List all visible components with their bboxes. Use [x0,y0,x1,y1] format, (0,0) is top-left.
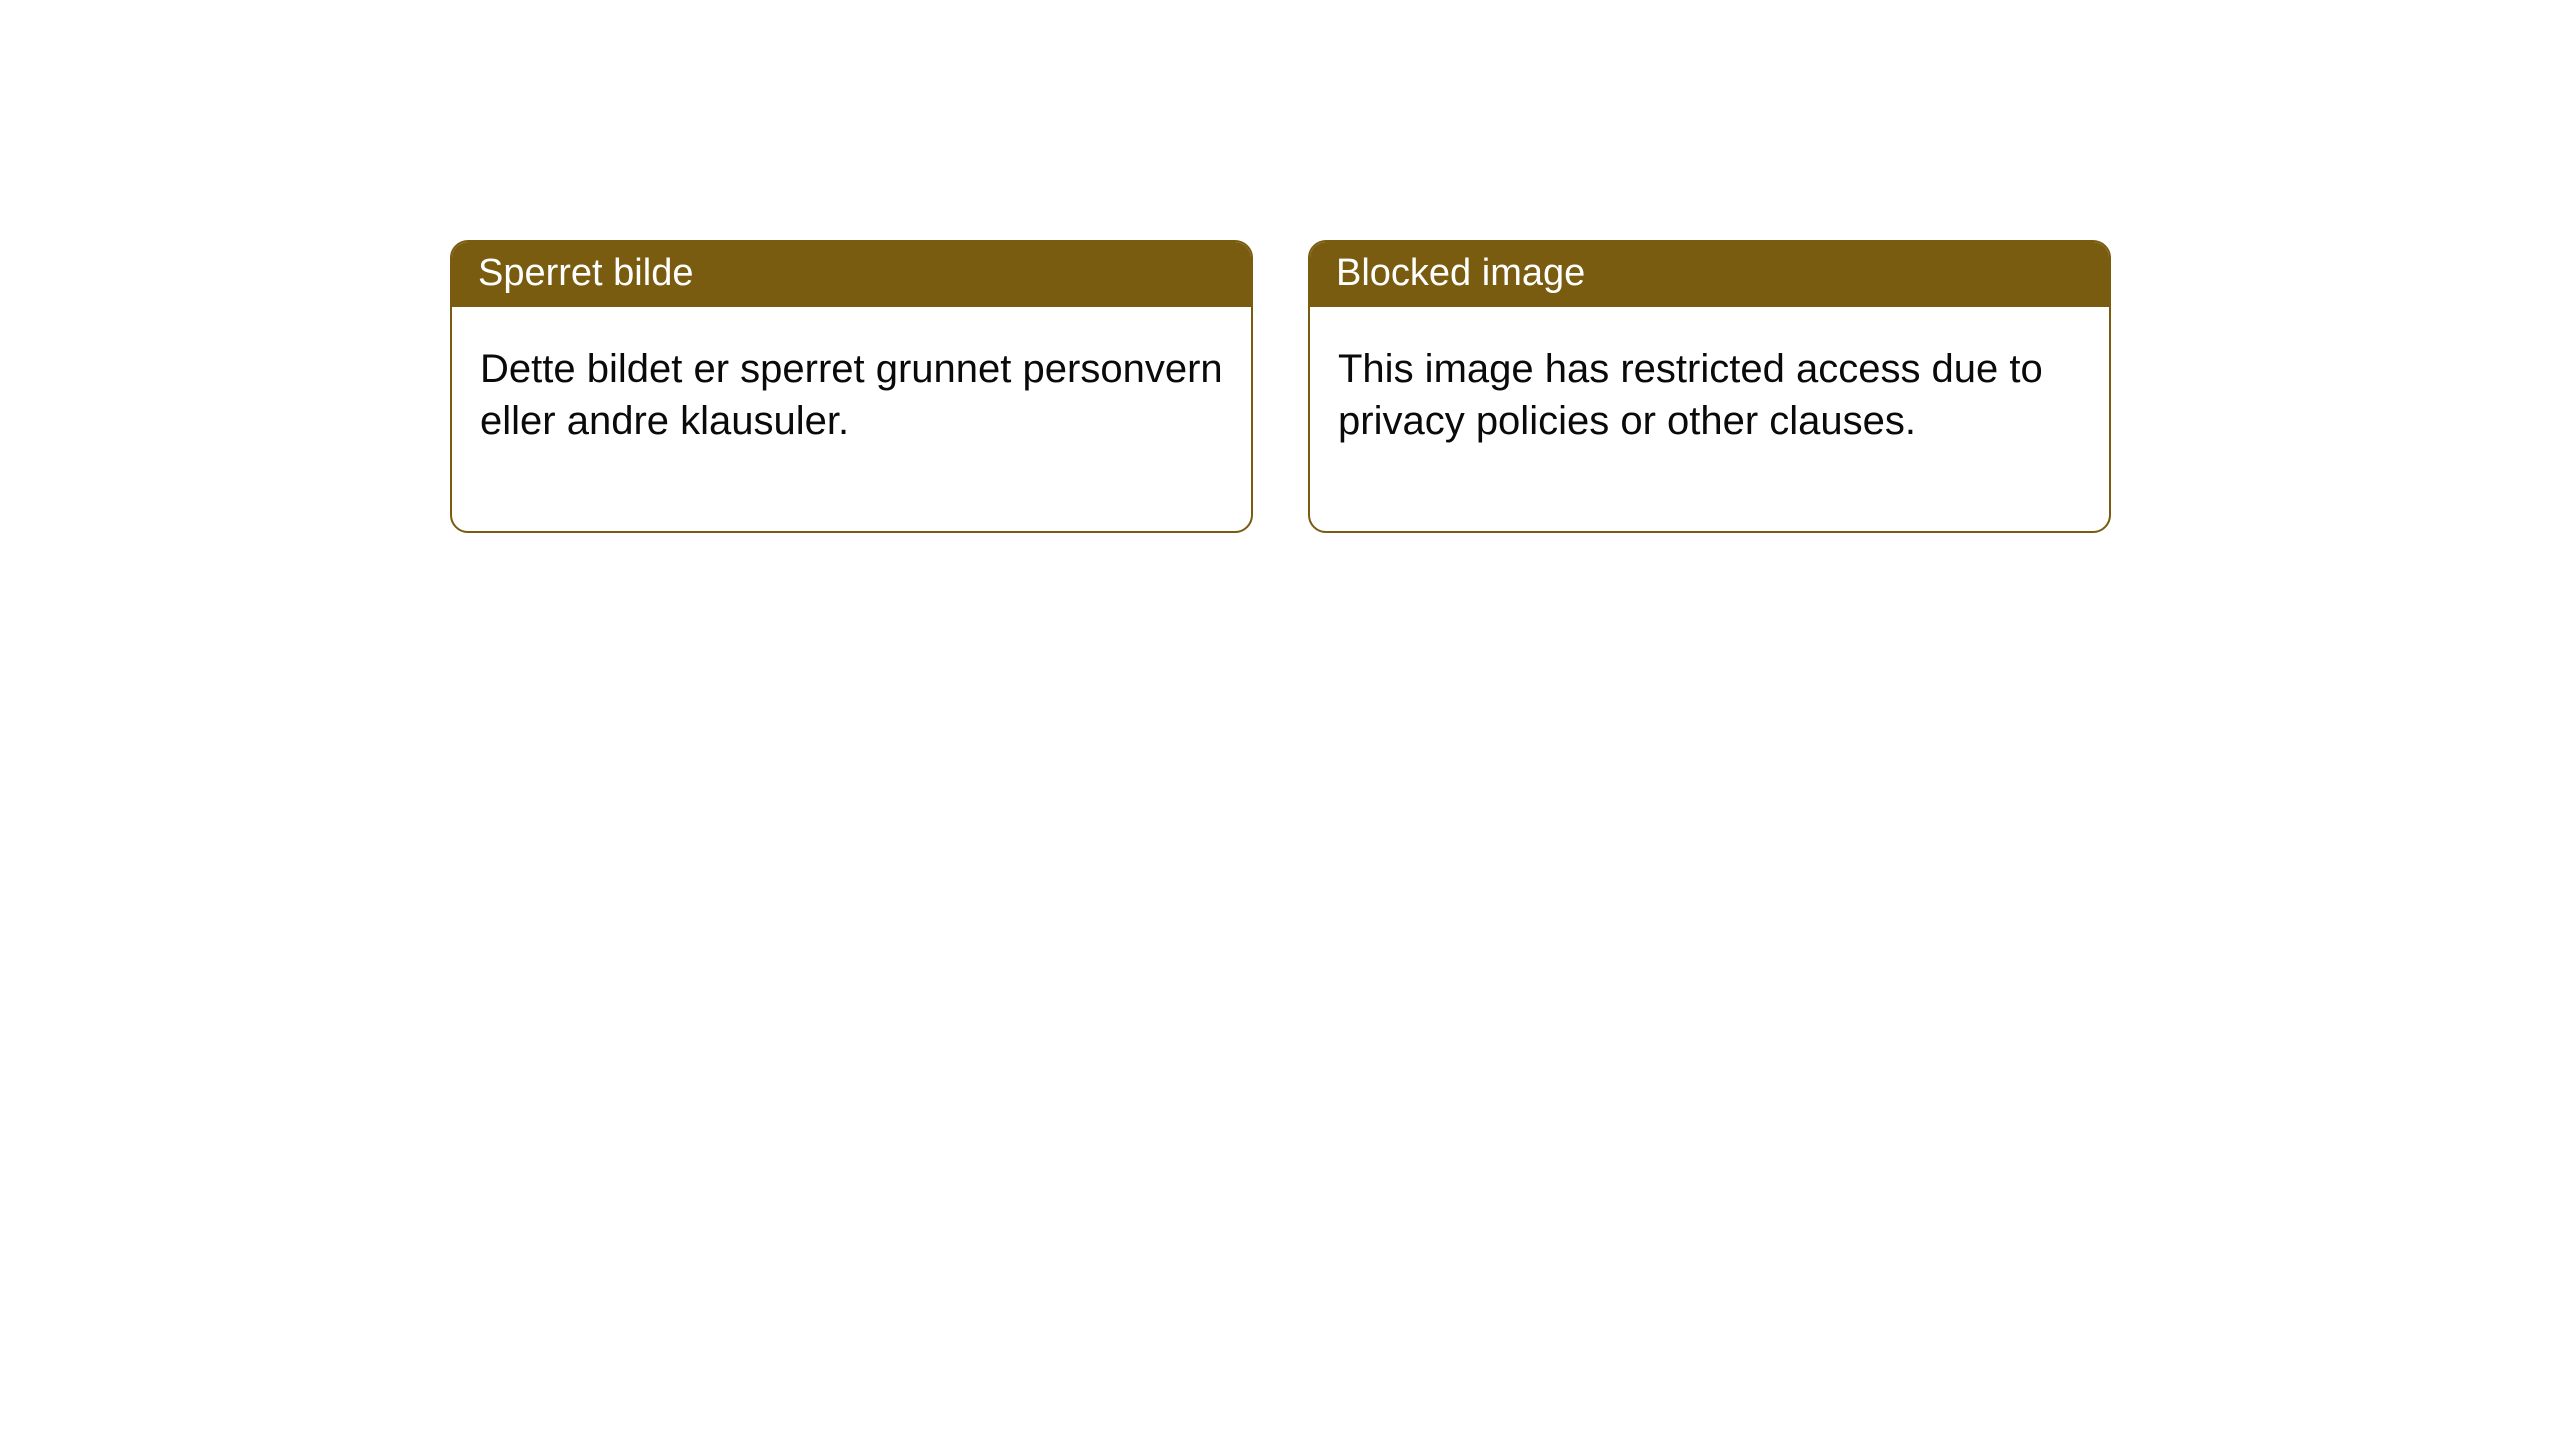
notice-container: Sperret bilde Dette bildet er sperret gr… [450,240,2111,533]
notice-body: This image has restricted access due to … [1310,307,2109,531]
notice-header: Sperret bilde [452,242,1251,307]
notice-body: Dette bildet er sperret grunnet personve… [452,307,1251,531]
notice-card-english: Blocked image This image has restricted … [1308,240,2111,533]
notice-header: Blocked image [1310,242,2109,307]
notice-card-norwegian: Sperret bilde Dette bildet er sperret gr… [450,240,1253,533]
